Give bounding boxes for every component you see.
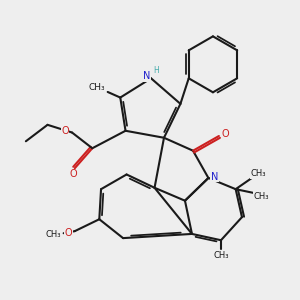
Text: O: O — [69, 169, 77, 179]
Text: CH₃: CH₃ — [213, 251, 229, 260]
Text: CH₃: CH₃ — [253, 192, 268, 201]
Text: N: N — [143, 71, 151, 81]
Text: CH₃: CH₃ — [250, 169, 266, 178]
Text: N: N — [211, 172, 218, 182]
Text: O: O — [65, 227, 72, 238]
Text: CH₃: CH₃ — [88, 82, 105, 91]
Text: CH₃: CH₃ — [45, 230, 61, 239]
Text: O: O — [221, 129, 229, 139]
Text: H: H — [153, 66, 159, 75]
Text: O: O — [61, 126, 69, 136]
